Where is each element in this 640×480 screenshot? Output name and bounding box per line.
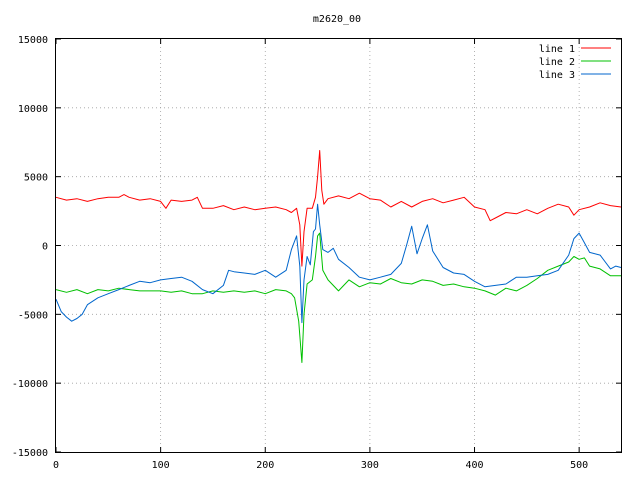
y-tick-label: 10000 [18,104,48,115]
series-line-1 [55,150,622,267]
legend-label-1: line 1 [539,44,575,55]
y-tick-label: -10000 [12,379,48,390]
x-tick-label: 200 [256,460,274,471]
y-tick-label: -15000 [12,448,48,459]
y-tick-label: -5000 [18,310,48,321]
x-tick-label: 400 [465,460,483,471]
y-tick-label: 15000 [18,35,48,46]
x-tick-label: 100 [152,460,170,471]
y-tick-label: 5000 [24,173,48,184]
legend-label-2: line 2 [539,57,575,68]
chart-title: m2620_00 [313,14,361,25]
series-layer [55,150,622,363]
x-tick-label: 0 [53,460,59,471]
legend-label-3: line 3 [539,70,575,81]
y-tick-label: 0 [42,242,48,253]
legend: line 1 line 2 line 3 [539,44,611,81]
plot-frame [55,38,622,453]
axis-ticks: 0 100 200 300 400 500 -15000 -10000 -5000 0 5000 10… [12,35,621,471]
x-tick-label: 500 [570,460,588,471]
series-line-3 [55,203,622,324]
series-line-2 [55,232,621,363]
x-tick-label: 300 [361,460,379,471]
gridlines [56,39,621,452]
